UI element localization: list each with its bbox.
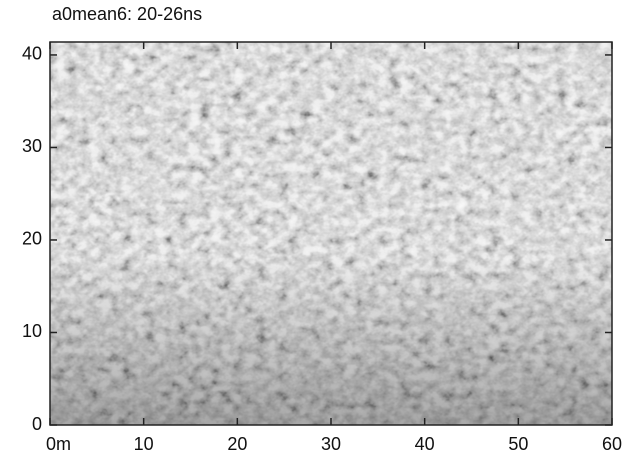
y-tick-label: 30 [22,136,42,156]
y-tick-label: 20 [22,229,42,249]
x-tick-label: 20 [227,434,247,454]
x-tick-label: 10 [134,434,154,454]
x-tick-label: 60 [602,434,622,454]
image-shade [50,42,612,425]
x-tick-label: 50 [508,434,528,454]
y-tick-label: 0 [32,414,42,434]
plot-area [49,41,613,426]
chart-title: a0mean6: 20-26ns [52,4,202,24]
x-tick-label: 0m [46,434,71,454]
y-tick-label: 10 [22,321,42,341]
x-tick-label: 30 [321,434,341,454]
y-tick-label: 40 [22,44,42,64]
x-tick-label: 40 [415,434,435,454]
